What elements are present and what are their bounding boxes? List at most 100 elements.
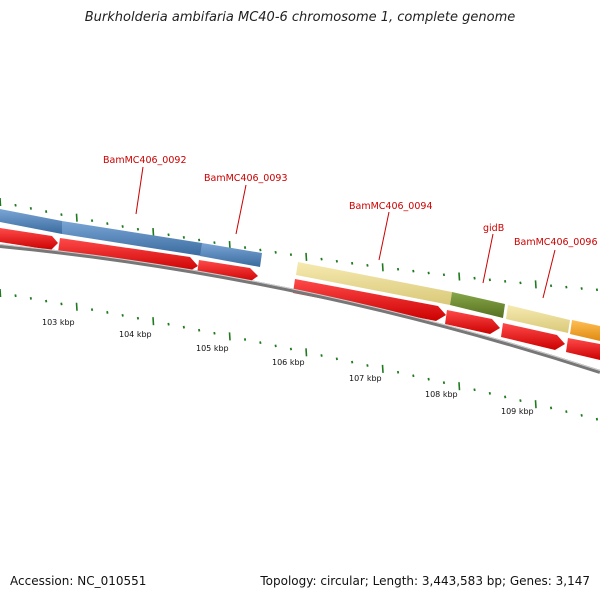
scale-tick-minor [106,311,109,314]
leader-line-0093 [235,184,247,235]
top-tick-minor [121,225,124,228]
scale-tick-minor [442,381,446,385]
scale-tick-minor [289,347,293,351]
gene-label-gidB[interactable]: gidB [483,223,504,234]
scale-tick-minor [259,341,262,345]
scale-tick-row [0,288,599,421]
scale-tick-major [458,382,461,391]
top-tick-minor [14,203,17,207]
cds-arrow-0093b[interactable] [197,260,258,283]
scale-tick-minor [366,364,369,367]
scale-tick-major [0,288,2,298]
leader-line-0092 [135,166,144,215]
cds-arrow-0096[interactable] [501,323,565,350]
kbp-label-106: 106 kbp [272,358,305,367]
feature-orange-0097[interactable] [570,320,600,341]
scale-tick-minor [519,399,522,402]
top-tick-major [534,280,537,289]
gene-label-BamMC406_0094[interactable]: BamMC406_0094 [349,201,432,212]
top-tick-minor [243,246,247,249]
scale-tick-minor [136,316,140,320]
top-tick-minor [565,285,568,289]
cds-track [0,228,600,360]
scale-tick-minor [213,331,216,335]
cds-arrow-0092[interactable] [0,228,58,250]
top-tick-major [305,252,308,261]
cds-arrow-0097[interactable] [566,338,600,360]
top-tick-minor [473,276,476,280]
top-tick-minor [335,259,338,263]
kbp-label-109: 109 kbp [501,407,534,416]
scale-tick-minor [427,377,430,381]
feature-blue-0093a[interactable] [62,221,202,256]
top-tick-minor [519,281,522,285]
feature-blue-0093b[interactable] [200,243,262,267]
genome-summary-text: Topology: circular; Length: 3,443,583 bp… [260,574,590,588]
top-tick-major [458,272,461,281]
cds-arrow-gidB[interactable] [445,310,500,334]
top-tick-minor [90,219,94,223]
top-tick-minor [427,271,430,275]
leader-line-0096 [542,249,556,299]
gene-label-BamMC406_0092[interactable]: BamMC406_0092 [103,155,186,166]
kbp-label-108: 108 kbp [425,390,458,399]
top-tick-minor [29,207,32,210]
scale-tick-minor [351,360,354,364]
scale-tick-major [152,317,155,326]
page-title: Burkholderia ambifaria MC40-6 chromosome… [84,10,516,25]
kbp-label-103: 103 kbp [42,318,75,327]
scale-tick-minor [580,414,583,417]
scale-tick-minor [412,374,415,378]
top-tick-minor [549,284,553,288]
gene-label-BamMC406_0096[interactable]: BamMC406_0096 [514,237,597,248]
scale-tick-minor [549,406,553,410]
leader-line-0094 [378,211,390,261]
scale-tick-minor [60,302,63,306]
scale-tick-minor [45,299,48,303]
cds-arrow-0093a[interactable] [58,238,198,272]
genome-backbone [0,244,600,374]
top-tick-minor [259,248,262,252]
scale-tick-minor [167,322,170,326]
scale-tick-minor [473,388,476,392]
scale-tick-major [381,364,384,373]
top-tick-minor [45,210,48,213]
scale-tick-major [534,400,537,409]
kbp-label-107: 107 kbp [349,374,382,383]
feature-yellow-0094[interactable] [296,262,452,305]
top-tick-major [0,197,2,207]
scale-tick-major [75,302,78,311]
kbp-label-105: 105 kbp [196,344,229,353]
feature-olive-gidB[interactable] [450,292,505,318]
scale-tick-minor [90,308,94,311]
feature-blue-0092[interactable] [0,209,62,234]
leader-line-gidB [482,233,494,284]
scale-tick-major [228,332,231,341]
top-tick-minor [136,227,140,231]
top-tick-minor [580,287,583,290]
top-tick-minor [60,213,63,217]
top-tick-minor [274,250,277,254]
scale-tick-minor [14,294,17,298]
scale-tick-major [305,348,308,357]
top-tick-minor [504,280,507,283]
feature-yellow-0096[interactable] [506,305,570,333]
cds-arrow-0094[interactable] [293,279,446,321]
gene-label-BamMC406_0093[interactable]: BamMC406_0093 [204,173,287,184]
scale-tick-minor [595,417,599,421]
accession-text: Accession: NC_010551 [10,574,147,588]
top-tick-minor [351,261,354,265]
kbp-label-104: 104 kbp [119,330,152,339]
top-tick-minor [106,222,109,225]
top-tick-minor [289,253,293,257]
scale-tick-minor [335,357,338,361]
top-tick-minor [167,233,170,237]
scale-tick-minor [198,328,201,332]
top-tick-minor [366,263,369,267]
top-tick-major [152,227,155,237]
feature-track [0,209,600,341]
top-tick-minor [198,238,201,242]
top-tick-minor [320,257,323,261]
scale-tick-minor [488,391,491,395]
